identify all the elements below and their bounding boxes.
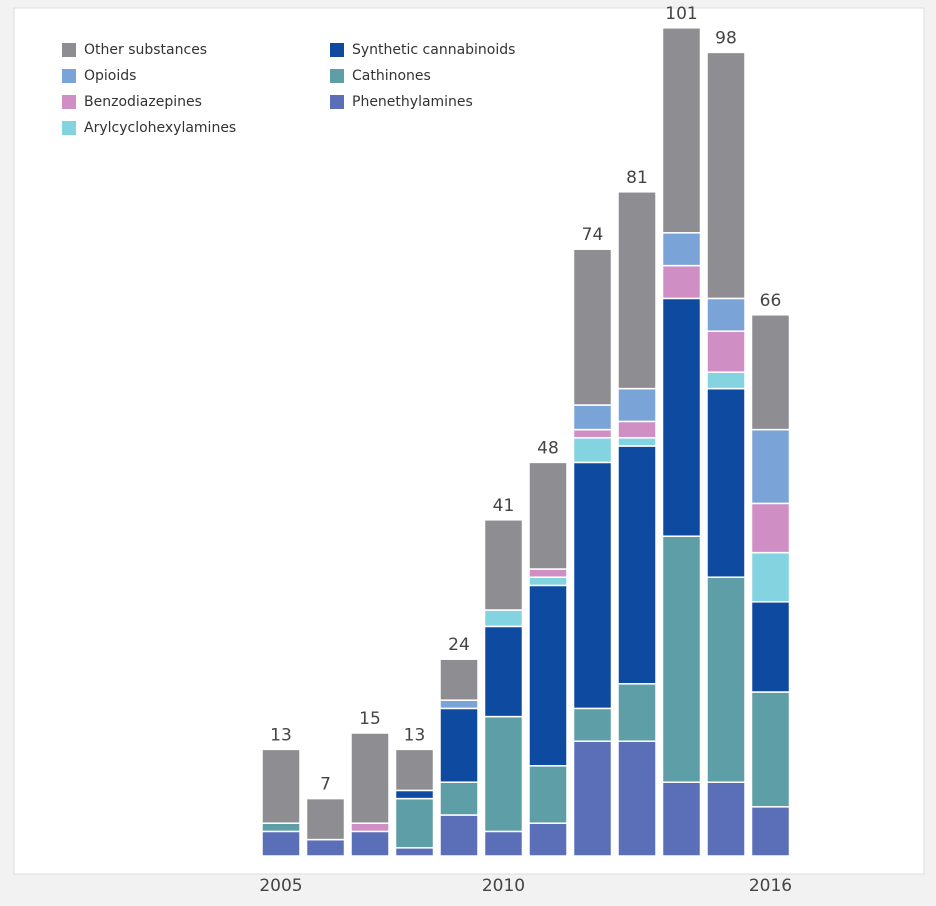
total-label: 41 (493, 496, 515, 516)
bar-segment (572, 740, 613, 857)
legend-label: Opioids (84, 68, 136, 84)
bar-segment (439, 658, 479, 701)
legend-label: Phenethylamines (352, 94, 473, 110)
bar-segment (572, 707, 613, 742)
bar-segment (572, 437, 613, 464)
bar-segment (261, 822, 301, 833)
bar-segment (617, 420, 657, 439)
bar-segment (261, 830, 301, 857)
bar-segment (617, 437, 657, 447)
legend-swatch (62, 121, 76, 135)
bar-segment (394, 797, 435, 849)
legend-label: Other substances (84, 42, 207, 58)
bar-segment (661, 781, 702, 857)
bar-segment (572, 248, 613, 406)
bar-segment (528, 576, 568, 587)
total-label: 74 (582, 225, 604, 245)
total-label: 13 (404, 725, 426, 745)
bar-segment (528, 584, 568, 767)
bar-segment (706, 371, 746, 390)
bar-segment (706, 387, 746, 578)
bar-segment (483, 830, 524, 857)
bar-segment (261, 748, 301, 824)
legend-label: Synthetic cannabinoids (352, 42, 515, 58)
legend-swatch (330, 69, 344, 83)
total-label: 98 (715, 28, 737, 48)
bar-segment (750, 551, 791, 603)
bar-segment (706, 297, 746, 332)
bar-segment (528, 765, 568, 824)
bar-segment (483, 519, 524, 611)
legend-label: Arylcyclohexylamines (84, 120, 236, 136)
total-label: 101 (665, 4, 697, 24)
bar-segment (617, 740, 657, 857)
total-label: 66 (760, 291, 782, 311)
bar-segment (528, 461, 568, 570)
bar-segment (305, 797, 346, 841)
total-label: 81 (626, 168, 648, 188)
bar-segment (706, 330, 746, 373)
bar-segment (572, 461, 613, 710)
bar-segment (483, 609, 524, 628)
bar-segment (706, 781, 746, 857)
bar-segment (750, 428, 791, 505)
bar-segment (661, 232, 702, 267)
bar-segment (661, 297, 702, 537)
bar-segment (706, 51, 746, 300)
x-tick-label: 2016 (749, 876, 792, 896)
total-label: 13 (270, 725, 292, 745)
bar-segment (394, 789, 435, 800)
bar-segment (572, 428, 613, 439)
bar-segment (439, 814, 479, 857)
bar-segment (528, 568, 568, 578)
total-label: 48 (537, 438, 559, 458)
total-label: 15 (359, 709, 381, 729)
bar-segment (617, 387, 657, 423)
bar-segment (350, 830, 390, 857)
bar-segment (572, 404, 613, 431)
bar-segment (439, 781, 479, 816)
bar-segment (750, 314, 791, 431)
x-tick-label: 2010 (482, 876, 525, 896)
bar-segment (394, 847, 435, 857)
bar-segment (706, 576, 746, 783)
legend-label: Benzodiazepines (84, 94, 202, 110)
bar-segment (439, 699, 479, 710)
total-label: 24 (448, 635, 470, 655)
total-label: 7 (320, 775, 331, 795)
legend-swatch (62, 95, 76, 109)
x-tick-label: 2005 (259, 876, 302, 896)
bar-segment (617, 683, 657, 742)
legend-swatch (62, 43, 76, 57)
bar-segment (661, 27, 702, 234)
bar-segment (750, 806, 791, 857)
bar-segment (750, 502, 791, 554)
bar-segment (750, 691, 791, 808)
legend-swatch (330, 95, 344, 109)
legend-label: Cathinones (352, 68, 431, 84)
bar-segment (394, 748, 435, 792)
bar-segment (661, 264, 702, 300)
bar-segment (350, 732, 390, 824)
bar-segment (750, 601, 791, 693)
bar-segment (617, 445, 657, 685)
bar-segment (483, 625, 524, 718)
legend-swatch (62, 69, 76, 83)
bar-segment (439, 707, 479, 783)
bar-segment (305, 838, 346, 857)
bar-segment (528, 822, 568, 857)
bar-segment (661, 535, 702, 783)
legend-swatch (330, 43, 344, 57)
bar-segment (483, 715, 524, 833)
bar-segment (350, 822, 390, 833)
bar-segment (617, 191, 657, 390)
